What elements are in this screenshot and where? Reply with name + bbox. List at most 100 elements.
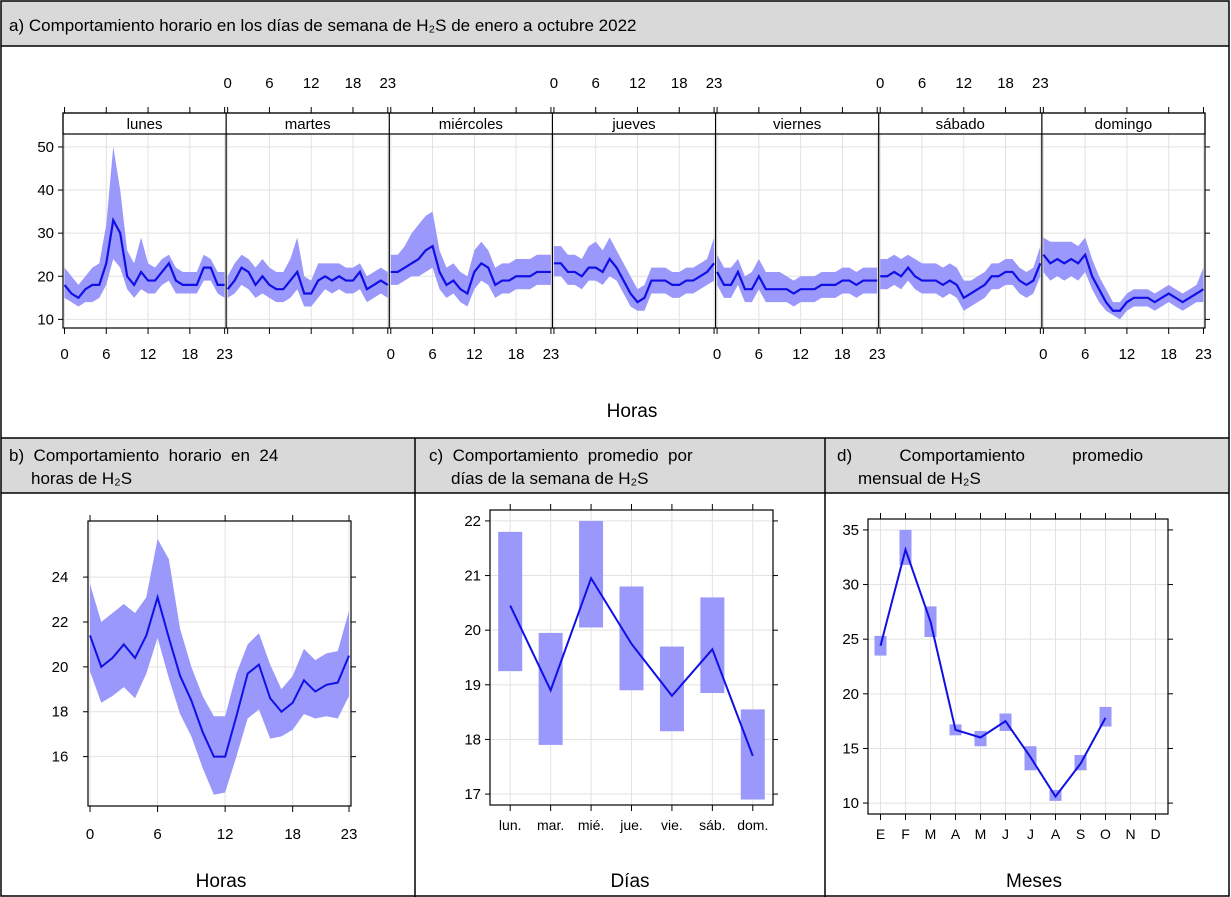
- panel-label: martes: [285, 116, 331, 133]
- x-tick-label: 0: [86, 826, 94, 843]
- x-tick-label: A: [951, 826, 961, 842]
- x-tick-label: 12: [217, 826, 234, 843]
- mean-line: [879, 546, 1107, 799]
- x-tick-label: J: [1027, 826, 1034, 842]
- x-tick-label: 18: [284, 826, 301, 843]
- y-tick-label: 18: [52, 704, 69, 721]
- y-tick-label: 17: [464, 786, 481, 803]
- x-tick-label: 18: [345, 75, 362, 92]
- plot-border: [87, 520, 352, 807]
- y-tick-label: 25: [842, 631, 859, 648]
- chart-c-xlabel: Días: [610, 871, 649, 892]
- chart-c-weekday-mean: Días 17 18 19 20 21 22 lun. mar. mié. jue. vie. sáb…: [464, 504, 778, 892]
- caption-c-line2: días de la semana de H₂S: [451, 469, 649, 488]
- x-tick-label: dom.: [737, 817, 768, 833]
- y-tick-label: 22: [52, 614, 69, 631]
- range-bar: [619, 586, 644, 691]
- caption-b-line2: horas de H₂S: [31, 469, 132, 488]
- chart-a-xlabel: Horas: [607, 401, 658, 422]
- x-tick-label: 12: [955, 75, 972, 92]
- x-tick-label: 12: [792, 346, 809, 363]
- x-tick-label: J: [1002, 826, 1009, 842]
- x-tick-label: jue.: [619, 817, 643, 833]
- x-tick-label: 6: [592, 75, 600, 92]
- x-tick-label: 0: [60, 346, 68, 363]
- y-tick-label: 20: [464, 622, 481, 639]
- x-tick-label: 23: [379, 75, 396, 92]
- plot-border: [62, 112, 1206, 329]
- x-tick-label: 12: [1119, 346, 1136, 363]
- series-line-jueves: [553, 257, 715, 304]
- x-tick-label: 23: [543, 346, 560, 363]
- x-tick-label: vie.: [661, 817, 683, 833]
- caption-a: a) Comportamiento horario en los días de…: [9, 16, 636, 35]
- y-tick-label: 22: [464, 513, 481, 530]
- x-tick-label: 23: [869, 346, 886, 363]
- x-tick-label: E: [876, 826, 885, 842]
- series-line-viernes: [716, 269, 878, 295]
- caption-a-background: [1, 1, 1229, 46]
- x-tick-label: 23: [1032, 75, 1049, 92]
- series-band-viernes: [717, 254, 878, 307]
- x-tick-label: 6: [918, 75, 926, 92]
- range-bar: [700, 597, 725, 694]
- x-tick-label: M: [925, 826, 937, 842]
- x-tick-label: 12: [629, 75, 646, 92]
- x-tick-label: 18: [1160, 346, 1177, 363]
- x-tick-label: 6: [755, 346, 763, 363]
- x-tick-label: 6: [153, 826, 161, 843]
- x-tick-label: S: [1076, 826, 1085, 842]
- x-tick-label: D: [1150, 826, 1160, 842]
- y-tick-label: 24: [52, 569, 69, 586]
- chart-a-weekday-hourly: Horas lunes martes miércoles jueves viernes s…: [37, 75, 1212, 422]
- panel-label: sábado: [936, 116, 985, 133]
- series-line-lunes: [63, 216, 225, 300]
- x-tick-label: 0: [1039, 346, 1047, 363]
- x-tick-label: lun.: [499, 817, 522, 833]
- y-tick-label: 10: [842, 795, 859, 812]
- x-tick-label: mar.: [537, 817, 564, 833]
- x-tick-label: sáb.: [699, 817, 725, 833]
- caption-d-line1: d) Comportamiento promedio: [837, 446, 1143, 465]
- series-band-miércoles: [390, 211, 551, 307]
- y-tick-label: 30: [37, 225, 54, 242]
- x-tick-label: 23: [1195, 346, 1212, 363]
- x-tick-label: 6: [428, 346, 436, 363]
- x-tick-label: 0: [387, 346, 395, 363]
- x-tick-label: mié.: [578, 817, 604, 833]
- caption-b-line1: b) Comportamiento horario en 24: [9, 446, 278, 465]
- x-tick-label: 6: [265, 75, 273, 92]
- series-band-jueves: [553, 237, 715, 311]
- x-tick-label: 0: [713, 346, 721, 363]
- y-tick-label: 20: [842, 686, 859, 703]
- mean-line: [89, 593, 350, 758]
- x-tick-label: 18: [671, 75, 688, 92]
- mean-line: [509, 575, 754, 757]
- x-tick-label: 0: [550, 75, 558, 92]
- caption-c-line1: c) Comportamiento promedio por: [429, 446, 693, 465]
- x-tick-label: 18: [181, 346, 198, 363]
- x-tick-label: 18: [997, 75, 1014, 92]
- series-line-miércoles: [390, 244, 551, 296]
- confidence-band: [90, 538, 349, 795]
- panel-label: domingo: [1095, 116, 1153, 133]
- x-tick-label: 12: [303, 75, 320, 92]
- y-tick-label: 35: [842, 522, 859, 539]
- y-tick-label: 50: [37, 139, 54, 156]
- chart-b-hourly-24h: Horas 16 18 20 22 24 0 6 12 18 23: [52, 515, 357, 892]
- y-tick-label: 18: [464, 731, 481, 748]
- x-tick-label: 23: [216, 346, 233, 363]
- series-band-sábado: [880, 246, 1041, 311]
- series-band-martes: [227, 237, 388, 307]
- caption-d-line2: mensual de H₂S: [858, 469, 981, 488]
- y-tick-label: 10: [37, 311, 54, 328]
- x-tick-label: 12: [466, 346, 483, 363]
- x-tick-label: 0: [223, 75, 231, 92]
- caption-bcd-background: [1, 438, 1229, 493]
- range-bar: [974, 730, 987, 747]
- series-line-sábado: [880, 262, 1042, 300]
- x-tick-label: 12: [140, 346, 157, 363]
